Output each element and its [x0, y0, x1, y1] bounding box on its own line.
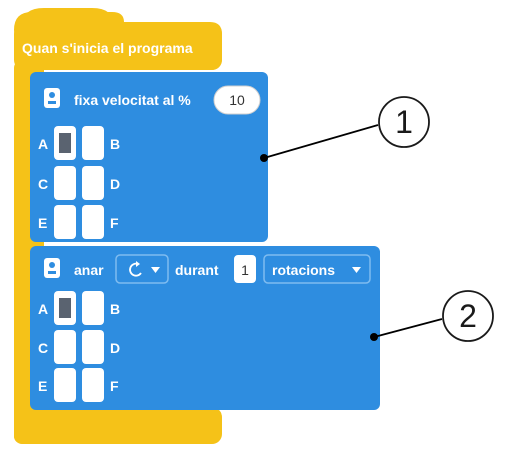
port-b-toggle[interactable] [82, 291, 104, 325]
callout-2-number: 2 [459, 298, 477, 334]
chevron-down-icon [352, 267, 361, 273]
block2-label-go: anar [74, 262, 104, 278]
rotate-clockwise-icon [129, 261, 142, 277]
port-label-c: C [38, 176, 48, 192]
port-e-toggle[interactable] [54, 368, 76, 402]
unit-label: rotacions [272, 262, 335, 278]
port-label-a: A [38, 136, 48, 152]
port-label-c: C [38, 340, 48, 356]
port-label-a: A [38, 301, 48, 317]
callout-2-line [373, 318, 443, 338]
port-c-toggle[interactable] [54, 166, 76, 200]
port-label-f: F [110, 215, 119, 231]
port-a-selected [59, 133, 71, 153]
callout-1-circle [378, 96, 430, 148]
hat-block-label: Quan s'inicia el programa [22, 40, 193, 56]
port-label-e: E [38, 378, 47, 394]
port-label-b: B [110, 136, 120, 152]
callout-2-anchor [370, 333, 378, 341]
port-label-f: F [110, 378, 119, 394]
port-label-b: B [110, 301, 120, 317]
motor-icon [44, 258, 60, 278]
rotations-input[interactable] [234, 255, 256, 283]
hat-bottom [14, 408, 222, 444]
unit-dropdown[interactable] [263, 254, 371, 284]
port-f-toggle[interactable] [82, 368, 104, 402]
port-label-d: D [110, 340, 120, 356]
block1-label: fixa velocitat al % [74, 92, 191, 108]
callout-1-anchor [260, 154, 268, 162]
port-d-toggle[interactable] [82, 166, 104, 200]
port-f-toggle[interactable] [82, 205, 104, 239]
callout-1-number: 1 [395, 104, 413, 140]
speed-value: 10 [229, 92, 245, 108]
speed-input[interactable] [213, 85, 261, 115]
port-e-toggle[interactable] [54, 205, 76, 239]
motor-icon [44, 88, 60, 108]
callout-1-line [263, 124, 379, 159]
direction-dropdown[interactable] [115, 254, 169, 284]
port-label-e: E [38, 215, 47, 231]
chevron-down-icon [151, 267, 160, 273]
hat-body [14, 24, 222, 70]
port-a-selected [59, 298, 71, 318]
port-b-toggle[interactable] [82, 126, 104, 160]
rotations-value: 1 [241, 262, 249, 278]
hat-top-bump [22, 8, 114, 26]
port-d-toggle[interactable] [82, 330, 104, 364]
port-label-d: D [110, 176, 120, 192]
port-c-toggle[interactable] [54, 330, 76, 364]
callout-2-circle [442, 290, 494, 342]
block-go-rotations[interactable] [30, 246, 380, 410]
block2-label-during: durant [175, 262, 219, 278]
